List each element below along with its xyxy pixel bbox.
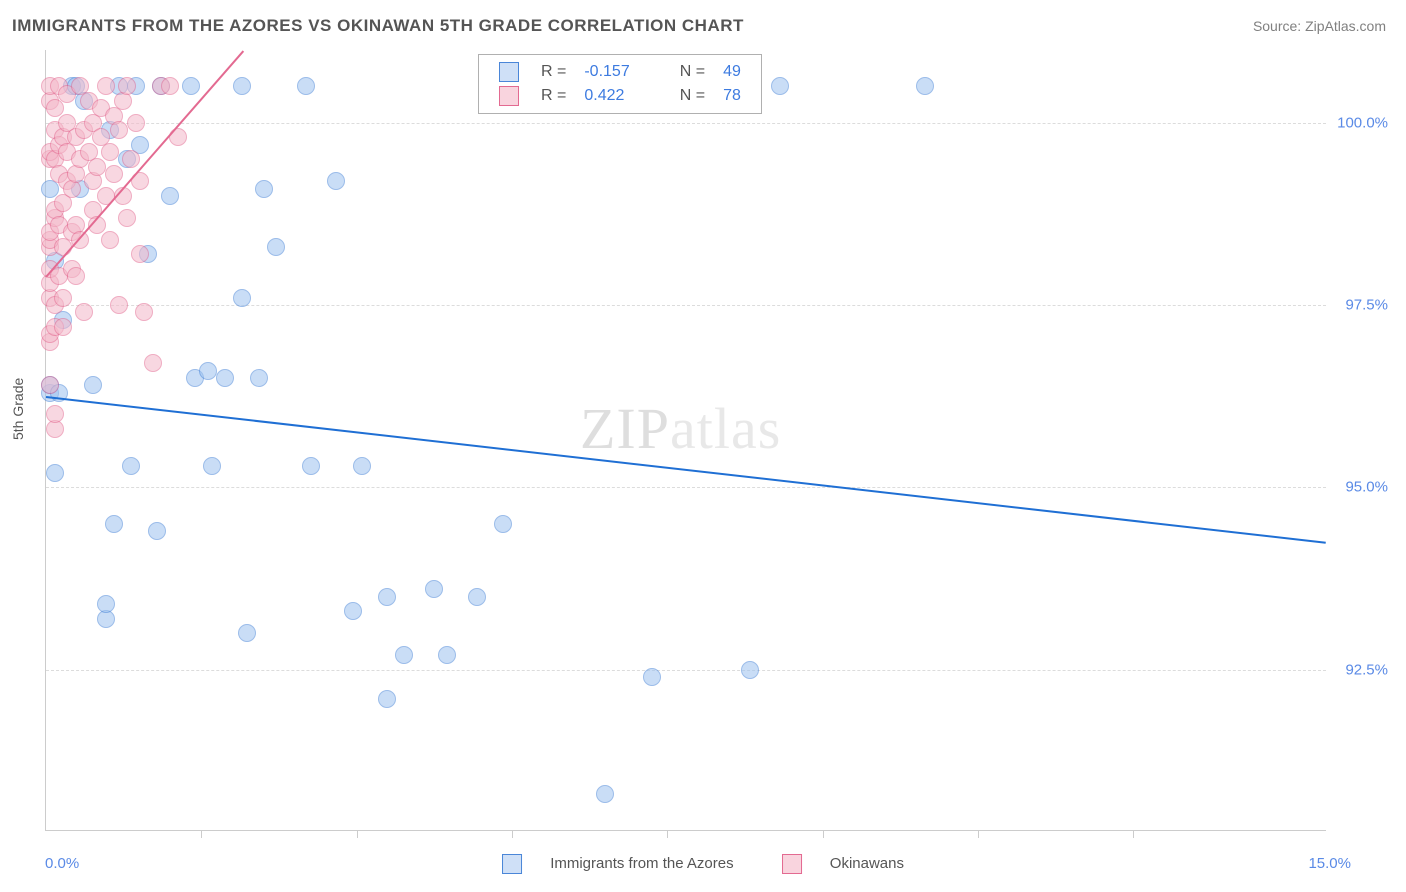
legend-r-value: 0.422 <box>576 85 637 107</box>
scatter-point <box>199 362 217 380</box>
legend-n-value: 78 <box>715 85 749 107</box>
scatter-point <box>161 77 179 95</box>
legend-correlation: R =-0.157 N =49 R =0.422 N =78 <box>478 54 762 114</box>
scatter-point <box>46 405 64 423</box>
source-attribution: Source: ZipAtlas.com <box>1253 18 1386 34</box>
scatter-point <box>110 121 128 139</box>
scatter-point <box>643 668 661 686</box>
scatter-point <box>395 646 413 664</box>
legend-swatch <box>782 854 802 874</box>
scatter-point <box>135 303 153 321</box>
scatter-point <box>84 376 102 394</box>
scatter-point <box>741 661 759 679</box>
scatter-point <box>438 646 456 664</box>
scatter-point <box>255 180 273 198</box>
scatter-point <box>101 231 119 249</box>
scatter-point <box>75 303 93 321</box>
legend-item: Okinawans <box>770 855 916 872</box>
y-tick-label: 92.5% <box>1345 661 1388 678</box>
scatter-point <box>97 77 115 95</box>
scatter-point <box>101 143 119 161</box>
scatter-point <box>771 77 789 95</box>
scatter-point <box>122 457 140 475</box>
scatter-point <box>161 187 179 205</box>
scatter-point <box>327 172 345 190</box>
x-min-label: 0.0% <box>45 855 79 872</box>
y-tick-label: 100.0% <box>1337 114 1388 131</box>
legend-r-label: R = <box>533 85 574 107</box>
scatter-point <box>118 209 136 227</box>
scatter-point <box>182 77 200 95</box>
scatter-point <box>297 77 315 95</box>
y-tick-label: 97.5% <box>1345 297 1388 314</box>
scatter-point <box>148 522 166 540</box>
y-axis-title: 5th Grade <box>10 378 26 440</box>
scatter-point <box>97 595 115 613</box>
scatter-point <box>110 296 128 314</box>
scatter-point <box>131 245 149 263</box>
x-max-label: 15.0% <box>1308 855 1351 872</box>
chart-title: IMMIGRANTS FROM THE AZORES VS OKINAWAN 5… <box>12 16 744 36</box>
scatter-point <box>127 114 145 132</box>
grid-line <box>46 487 1326 488</box>
grid-line <box>46 670 1326 671</box>
scatter-point <box>344 602 362 620</box>
scatter-point <box>233 77 251 95</box>
scatter-point <box>468 588 486 606</box>
scatter-point <box>378 588 396 606</box>
scatter-point <box>916 77 934 95</box>
scatter-point <box>41 376 59 394</box>
scatter-point <box>233 289 251 307</box>
x-tick <box>1133 830 1134 838</box>
x-tick <box>201 830 202 838</box>
legend-n-value: 49 <box>715 61 749 83</box>
scatter-point <box>144 354 162 372</box>
legend-bottom: Immigrants from the Azores Okinawans <box>478 854 928 874</box>
legend-n-label: N = <box>672 85 713 107</box>
legend-n-label: N = <box>672 61 713 83</box>
scatter-point <box>596 785 614 803</box>
legend-label: Immigrants from the Azores <box>550 855 733 872</box>
legend-r-label: R = <box>533 61 574 83</box>
scatter-point <box>203 457 221 475</box>
scatter-point <box>302 457 320 475</box>
scatter-point <box>67 267 85 285</box>
scatter-point <box>105 165 123 183</box>
legend-swatch <box>502 854 522 874</box>
scatter-point <box>46 464 64 482</box>
scatter-point <box>105 515 123 533</box>
scatter-point <box>250 369 268 387</box>
x-tick <box>357 830 358 838</box>
x-tick <box>512 830 513 838</box>
legend-r-value: -0.157 <box>576 61 637 83</box>
scatter-point <box>54 318 72 336</box>
x-tick <box>823 830 824 838</box>
scatter-point <box>494 515 512 533</box>
legend-item: Immigrants from the Azores <box>490 855 746 872</box>
scatter-point <box>88 158 106 176</box>
legend-swatch <box>499 62 519 82</box>
scatter-point <box>46 99 64 117</box>
scatter-point <box>267 238 285 256</box>
grid-line <box>46 123 1326 124</box>
trend-line <box>46 396 1326 544</box>
x-tick <box>978 830 979 838</box>
scatter-point <box>122 150 140 168</box>
plot-area <box>45 50 1326 831</box>
legend-label: Okinawans <box>830 855 904 872</box>
scatter-point <box>54 289 72 307</box>
scatter-point <box>118 77 136 95</box>
scatter-point <box>378 690 396 708</box>
y-tick-label: 95.0% <box>1345 479 1388 496</box>
scatter-point <box>353 457 371 475</box>
scatter-point <box>216 369 234 387</box>
scatter-point <box>425 580 443 598</box>
legend-swatch <box>499 86 519 106</box>
x-tick <box>667 830 668 838</box>
scatter-point <box>238 624 256 642</box>
